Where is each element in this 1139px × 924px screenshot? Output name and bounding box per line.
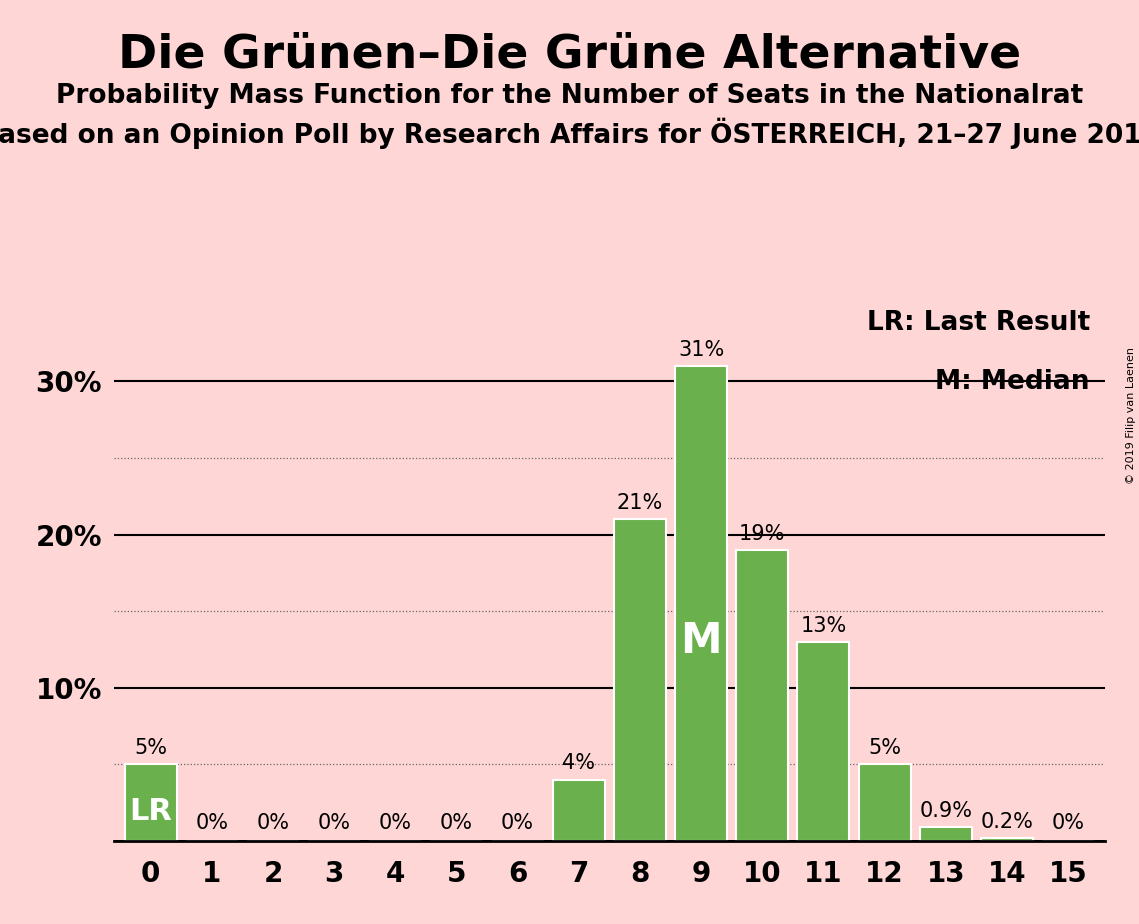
Text: Based on an Opinion Poll by Research Affairs for ÖSTERREICH, 21–27 June 2018: Based on an Opinion Poll by Research Aff… bbox=[0, 117, 1139, 149]
Bar bbox=[614, 519, 666, 841]
Text: 0%: 0% bbox=[440, 813, 473, 833]
Text: 4%: 4% bbox=[563, 753, 596, 773]
Bar bbox=[675, 366, 727, 841]
Bar bbox=[124, 764, 177, 841]
Text: LR: Last Result: LR: Last Result bbox=[867, 310, 1090, 336]
Bar bbox=[859, 764, 910, 841]
Text: 0%: 0% bbox=[195, 813, 228, 833]
Text: LR: LR bbox=[129, 797, 172, 826]
Text: 0%: 0% bbox=[318, 813, 351, 833]
Text: 0%: 0% bbox=[1051, 813, 1084, 833]
Text: Probability Mass Function for the Number of Seats in the Nationalrat: Probability Mass Function for the Number… bbox=[56, 83, 1083, 109]
Text: 0%: 0% bbox=[379, 813, 412, 833]
Text: 19%: 19% bbox=[739, 524, 786, 544]
Bar bbox=[552, 780, 605, 841]
Text: 13%: 13% bbox=[801, 615, 846, 636]
Text: © 2019 Filip van Laenen: © 2019 Filip van Laenen bbox=[1126, 347, 1136, 484]
Text: M: Median: M: Median bbox=[935, 370, 1090, 395]
Text: 21%: 21% bbox=[617, 493, 663, 513]
Text: Die Grünen–Die Grüne Alternative: Die Grünen–Die Grüne Alternative bbox=[118, 32, 1021, 78]
Text: 0%: 0% bbox=[256, 813, 289, 833]
Bar bbox=[736, 550, 788, 841]
Text: 0%: 0% bbox=[501, 813, 534, 833]
Bar bbox=[981, 838, 1033, 841]
Text: 0.2%: 0.2% bbox=[981, 811, 1033, 832]
Bar bbox=[797, 642, 850, 841]
Text: 31%: 31% bbox=[678, 340, 724, 360]
Text: 0.9%: 0.9% bbox=[919, 801, 973, 821]
Text: 5%: 5% bbox=[868, 738, 901, 759]
Text: 5%: 5% bbox=[134, 738, 167, 759]
Text: M: M bbox=[680, 621, 722, 663]
Bar bbox=[920, 827, 972, 841]
